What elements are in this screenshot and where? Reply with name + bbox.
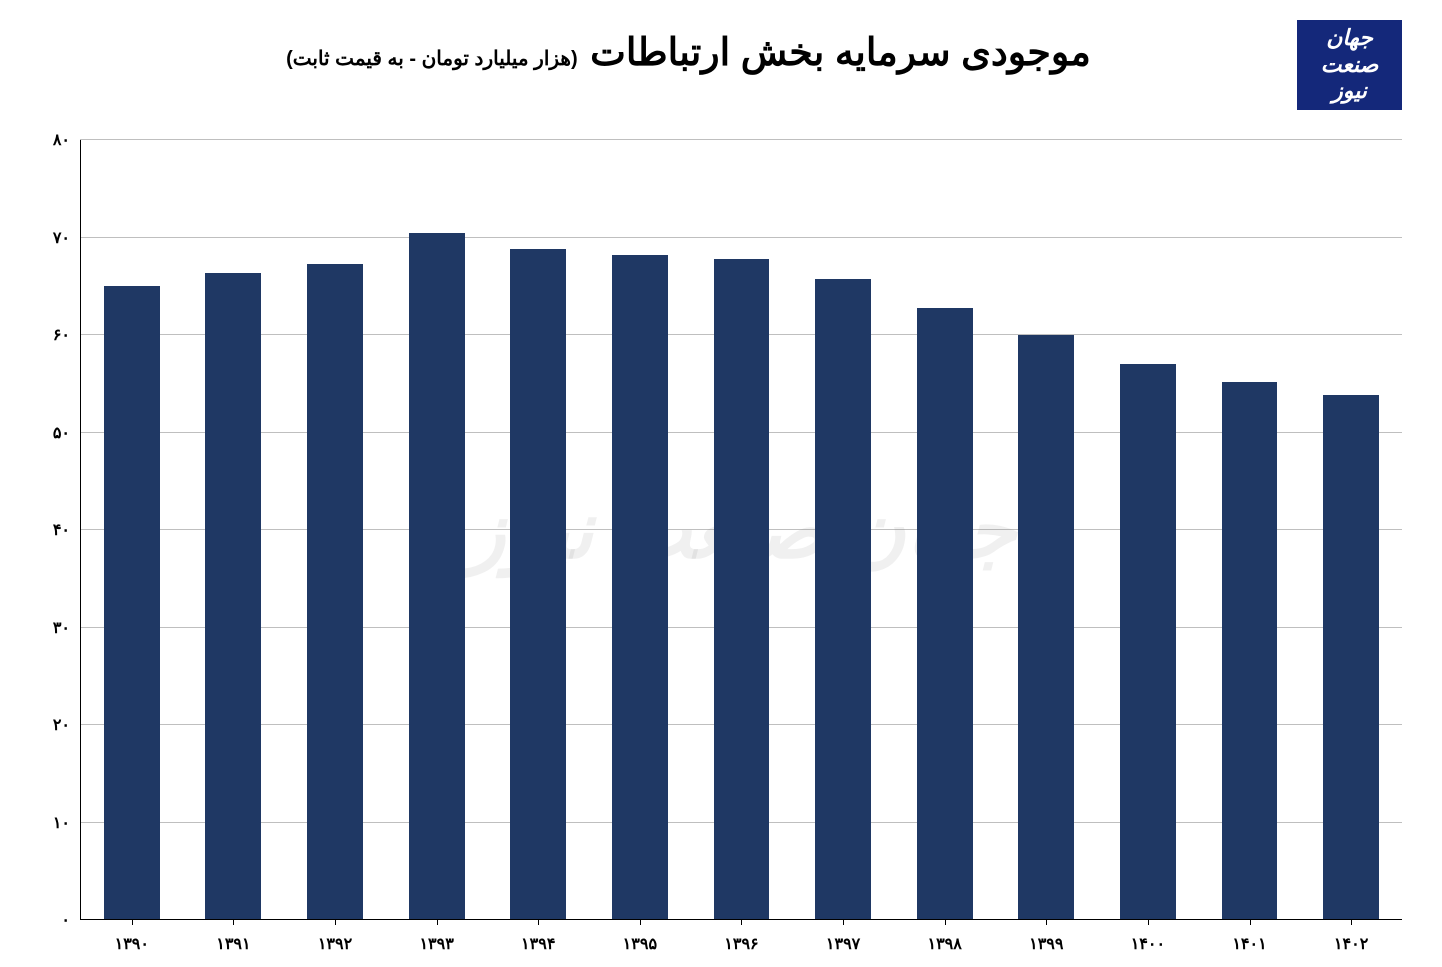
bar-slot: ۱۴۰۰ bbox=[1097, 140, 1199, 919]
publisher-logo: جهان صنعت نیوز bbox=[1297, 20, 1402, 110]
x-tick-label: ۱۳۹۶ bbox=[724, 934, 758, 954]
title-wrap: موجودی سرمایه بخش ارتباطات (هزار میلیارد… bbox=[80, 20, 1297, 75]
y-tick-label: ۶۰ bbox=[30, 325, 70, 345]
bar-slot: ۱۳۹۲ bbox=[284, 140, 386, 919]
y-tick-label: ۱۰ bbox=[30, 813, 70, 833]
chart-subtitle: (هزار میلیارد تومان - به قیمت ثابت) bbox=[286, 48, 578, 70]
bar bbox=[1120, 364, 1176, 919]
x-tick-mark bbox=[1148, 919, 1149, 925]
bar bbox=[612, 255, 668, 919]
y-tick-label: ۰ bbox=[30, 910, 70, 930]
bar-slot: ۱۳۹۶ bbox=[691, 140, 793, 919]
x-tick-mark bbox=[335, 919, 336, 925]
chart-header: جهان صنعت نیوز موجودی سرمایه بخش ارتباطا… bbox=[80, 20, 1402, 110]
x-tick-mark bbox=[1351, 919, 1352, 925]
bar-slot: ۱۳۹۱ bbox=[183, 140, 285, 919]
y-axis: ۰۱۰۲۰۳۰۴۰۵۰۶۰۷۰۸۰ bbox=[30, 140, 70, 920]
y-tick-label: ۸۰ bbox=[30, 130, 70, 150]
bar-slot: ۱۳۹۹ bbox=[995, 140, 1097, 919]
bar bbox=[1018, 335, 1074, 919]
x-tick-mark bbox=[945, 919, 946, 925]
x-tick-label: ۱۳۹۴ bbox=[521, 934, 555, 954]
bar-slot: ۱۴۰۲ bbox=[1300, 140, 1402, 919]
bar-slot: ۱۳۹۷ bbox=[792, 140, 894, 919]
bar-slot: ۱۴۰۱ bbox=[1199, 140, 1301, 919]
bar bbox=[205, 273, 261, 919]
bar bbox=[307, 264, 363, 919]
x-tick-mark bbox=[538, 919, 539, 925]
x-tick-mark bbox=[640, 919, 641, 925]
bar-slot: ۱۳۹۸ bbox=[894, 140, 996, 919]
bar-slot: ۱۳۹۵ bbox=[589, 140, 691, 919]
x-tick-mark bbox=[132, 919, 133, 925]
y-tick-label: ۵۰ bbox=[30, 423, 70, 443]
x-tick-mark bbox=[741, 919, 742, 925]
chart-title: موجودی سرمایه بخش ارتباطات bbox=[590, 32, 1091, 74]
logo-text: جهان صنعت نیوز bbox=[1302, 25, 1397, 104]
bar-slot: ۱۳۹۰ bbox=[81, 140, 183, 919]
bar bbox=[104, 286, 160, 919]
bars-area: جهان صنعت نیوز ۱۳۹۰۱۳۹۱۱۳۹۲۱۳۹۳۱۳۹۴۱۳۹۵۱… bbox=[80, 140, 1402, 920]
x-tick-label: ۱۳۹۷ bbox=[826, 934, 860, 954]
x-tick-label: ۱۴۰۲ bbox=[1334, 934, 1368, 954]
y-tick-label: ۳۰ bbox=[30, 618, 70, 638]
x-tick-mark bbox=[1250, 919, 1251, 925]
x-tick-label: ۱۳۹۰ bbox=[115, 934, 149, 954]
x-tick-label: ۱۳۹۵ bbox=[623, 934, 657, 954]
bar bbox=[409, 233, 465, 919]
bar bbox=[1323, 395, 1379, 919]
x-tick-label: ۱۳۹۳ bbox=[419, 934, 453, 954]
x-tick-label: ۱۴۰۱ bbox=[1232, 934, 1266, 954]
x-tick-label: ۱۴۰۰ bbox=[1131, 934, 1165, 954]
bar bbox=[1222, 382, 1278, 920]
bar-slot: ۱۳۹۴ bbox=[487, 140, 589, 919]
y-tick-label: ۴۰ bbox=[30, 520, 70, 540]
bar bbox=[714, 259, 770, 919]
y-tick-label: ۷۰ bbox=[30, 228, 70, 248]
x-tick-mark bbox=[843, 919, 844, 925]
y-tick-label: ۲۰ bbox=[30, 715, 70, 735]
x-tick-label: ۱۳۹۲ bbox=[318, 934, 352, 954]
bar bbox=[510, 249, 566, 919]
x-tick-mark bbox=[233, 919, 234, 925]
bar bbox=[815, 279, 871, 919]
x-tick-label: ۱۳۹۹ bbox=[1029, 934, 1063, 954]
x-tick-mark bbox=[1046, 919, 1047, 925]
x-tick-mark bbox=[437, 919, 438, 925]
bar-slot: ۱۳۹۳ bbox=[386, 140, 488, 919]
bar bbox=[917, 308, 973, 920]
plot-area: ۰۱۰۲۰۳۰۴۰۵۰۶۰۷۰۸۰ جهان صنعت نیوز ۱۳۹۰۱۳۹… bbox=[80, 140, 1402, 920]
x-tick-label: ۱۳۹۸ bbox=[927, 934, 961, 954]
chart-container: جهان صنعت نیوز موجودی سرمایه بخش ارتباطا… bbox=[0, 0, 1442, 967]
x-tick-label: ۱۳۹۱ bbox=[216, 934, 250, 954]
